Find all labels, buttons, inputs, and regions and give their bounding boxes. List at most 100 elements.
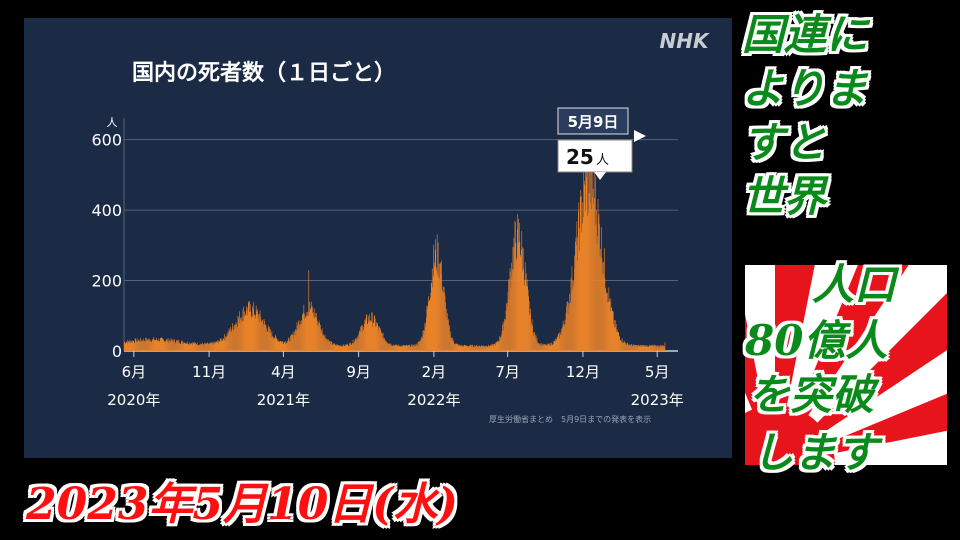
data-bar: [402, 345, 404, 351]
callout-pointer: [594, 172, 606, 180]
data-bar: [504, 318, 505, 351]
data-bar: [152, 338, 154, 351]
data-bar: [315, 317, 316, 351]
data-bar: [451, 337, 453, 351]
data-bar: [611, 310, 613, 351]
data-bar: [413, 346, 415, 351]
data-bar: [148, 338, 150, 351]
data-bar: [481, 345, 483, 351]
data-bar: [468, 346, 470, 351]
data-bar: [450, 331, 451, 351]
data-bar: [261, 319, 263, 351]
data-bar: [221, 338, 223, 351]
data-bar: [546, 345, 547, 351]
data-bar: [489, 346, 491, 351]
data-bar: [341, 346, 343, 351]
data-bar: [619, 339, 621, 351]
data-bar: [442, 286, 444, 351]
data-bar: [571, 266, 573, 351]
data-bar: [188, 342, 190, 351]
data-bar: [205, 344, 206, 351]
data-bar: [183, 342, 184, 351]
data-bar: [276, 338, 278, 351]
data-bar: [616, 331, 618, 351]
data-bar: [618, 332, 619, 351]
data-bar: [589, 161, 590, 351]
data-bar: [398, 345, 400, 351]
data-bar: [473, 346, 474, 351]
data-bar: [312, 312, 314, 351]
data-bar: [289, 341, 291, 351]
data-bar: [200, 343, 201, 351]
data-bar: [491, 345, 493, 351]
data-bar: [539, 345, 540, 351]
data-bar: [365, 321, 366, 351]
data-bar: [661, 345, 663, 351]
data-bar: [590, 209, 592, 351]
data-bar: [375, 325, 377, 351]
data-bar: [149, 338, 150, 351]
data-bar: [511, 262, 512, 351]
data-bar: [543, 345, 545, 351]
chart-panel: 国内の死者数（１日ごと） NHK 人 0 200 400 600 6月 2020年 11月…: [24, 18, 732, 458]
data-bar: [412, 346, 414, 351]
data-bar: [473, 347, 475, 351]
data-bar: [604, 248, 605, 351]
data-bar: [204, 342, 205, 351]
data-bar: [479, 345, 481, 351]
data-bar: [416, 343, 417, 351]
data-bar: [419, 340, 421, 351]
data-bar: [272, 335, 273, 351]
data-bar: [133, 342, 135, 351]
data-bar: [133, 341, 134, 351]
data-bar: [203, 344, 204, 351]
data-bar: [526, 285, 528, 351]
data-bar: [447, 313, 448, 351]
data-bar: [439, 262, 441, 351]
data-bar: [218, 341, 220, 351]
data-bar: [356, 339, 357, 351]
data-bar: [627, 342, 628, 351]
data-bar: [296, 330, 297, 351]
data-bar: [287, 341, 288, 351]
data-bar: [636, 345, 638, 351]
data-bar: [301, 324, 302, 351]
data-bar: [296, 322, 298, 351]
data-bar: [275, 336, 277, 351]
data-bar: [588, 212, 589, 351]
data-bar: [561, 328, 563, 351]
data-bar: [269, 332, 271, 351]
data-bar: [310, 301, 312, 351]
data-bar: [639, 345, 641, 351]
data-bar: [174, 339, 175, 351]
data-bar: [356, 337, 358, 351]
data-bar: [660, 346, 662, 351]
data-bar: [482, 345, 484, 351]
data-bar: [632, 345, 634, 351]
data-bar: [294, 331, 295, 351]
data-bar: [505, 310, 507, 351]
data-bar: [429, 301, 431, 351]
data-bar: [291, 334, 292, 351]
data-bar: [498, 341, 499, 351]
x-tick-label: 4月: [271, 363, 296, 381]
data-bar: [518, 218, 519, 351]
data-bar: [659, 345, 661, 351]
data-bar: [471, 345, 473, 351]
data-bar: [236, 327, 238, 351]
highlight-callout: 5月9日 25 人: [557, 107, 646, 180]
data-bar: [638, 344, 640, 351]
data-bar: [552, 344, 554, 351]
data-bar: [381, 332, 382, 351]
data-bar: [463, 345, 465, 351]
data-bar: [568, 302, 569, 351]
data-bar: [401, 345, 403, 351]
data-bar: [254, 315, 256, 351]
data-bar: [521, 230, 523, 351]
data-bar: [345, 344, 347, 351]
data-bar: [181, 340, 183, 351]
data-bar: [153, 337, 155, 351]
data-bar: [513, 237, 515, 351]
data-bar: [590, 154, 591, 351]
data-bar: [328, 339, 329, 351]
